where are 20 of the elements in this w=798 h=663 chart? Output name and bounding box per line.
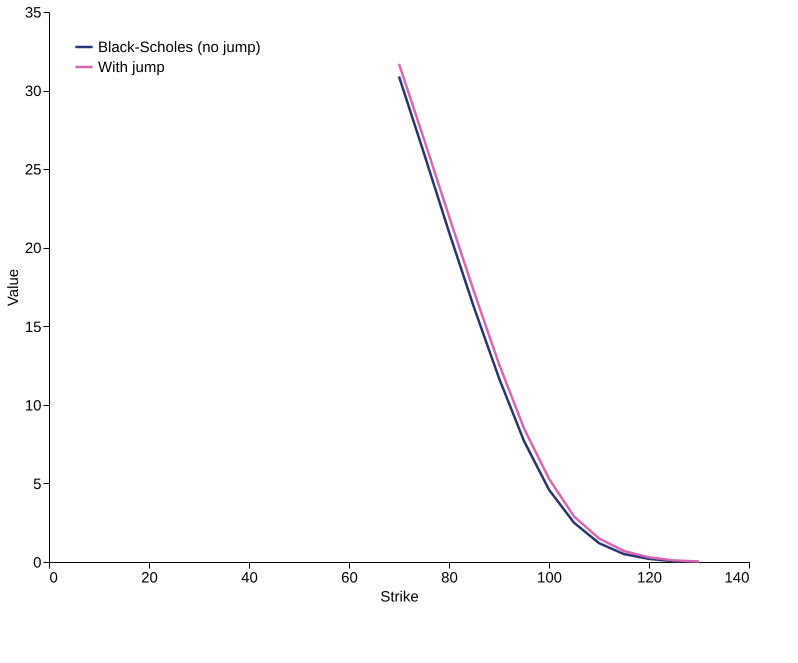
y-tick-label: 10 (24, 397, 42, 414)
legend-label: Black-Scholes (no jump) (98, 39, 261, 56)
y-tick-label: 15 (24, 318, 42, 336)
x-tick-label: 40 (241, 570, 258, 586)
y-tick-label: 0 (33, 554, 42, 572)
x-tick-label: 20 (141, 570, 158, 586)
y-tick-label: 20 (24, 240, 42, 258)
y-tick-label: 5 (33, 476, 42, 493)
y-tick-label: 25 (24, 162, 42, 179)
x-tick-label: 60 (341, 570, 358, 586)
x-tick-label: 80 (441, 570, 458, 586)
y-tick-label: 30 (24, 83, 42, 100)
x-tick-label: 120 (636, 570, 662, 586)
legend-label: With jump (98, 59, 165, 76)
x-tick-label: 0 (50, 570, 58, 586)
x-axis-title: Strike (380, 588, 419, 606)
x-tick-label: 140 (724, 570, 750, 586)
y-tick-label: 35 (24, 4, 42, 22)
x-tick-label: 100 (536, 570, 562, 586)
y-axis-title: Value (4, 268, 22, 306)
